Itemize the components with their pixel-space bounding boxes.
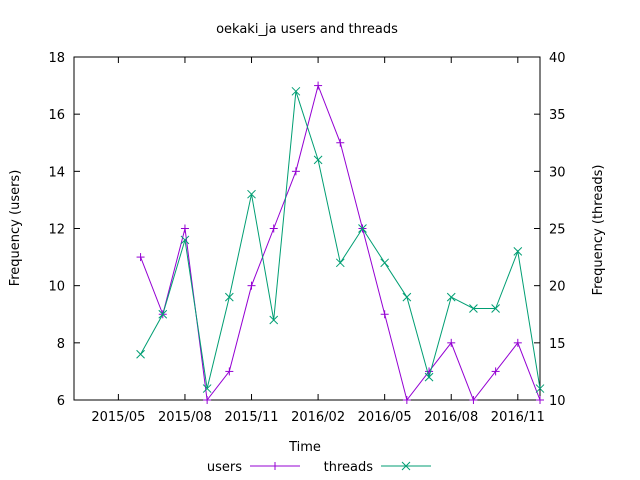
threads-point-d2 (402, 292, 412, 302)
x-tick-label: 2015/11 (225, 410, 279, 425)
threads-point (535, 384, 545, 393)
y-right-tick-label: 10 (549, 394, 566, 409)
y-right-tick-label: 30 (549, 165, 566, 180)
threads-point (224, 292, 234, 302)
threads-point-d2 (380, 258, 390, 268)
users-point (402, 396, 411, 404)
users-point (425, 367, 434, 376)
y-right-tick-label: 15 (549, 337, 566, 352)
threads-point-d2 (269, 315, 279, 325)
x-axis: 2015/05 2015/08 2015/11 2016/02 2016/05 2016/… (91, 57, 545, 425)
users-point (136, 253, 145, 262)
legend-marker-threads-d2 (401, 461, 411, 471)
users-point (447, 338, 456, 347)
threads-point-d2 (469, 304, 478, 313)
x-tick-label: 2016/05 (358, 410, 412, 425)
threads-point (469, 304, 478, 313)
y-axis-right-title: Frequency (threads) (591, 165, 606, 296)
users-point (225, 367, 234, 376)
y-left-tick-label: 10 (48, 280, 65, 295)
y-axis-left-title: Frequency (users) (8, 170, 23, 287)
users-point (291, 167, 300, 176)
x-tick-label: 2015/05 (91, 410, 145, 425)
threads-point (380, 258, 390, 268)
y-left-tick-label: 18 (48, 51, 65, 66)
users-point (247, 281, 256, 290)
threads-point (202, 384, 212, 393)
y-right-tick-label: 20 (549, 280, 566, 295)
legend-marker-threads (401, 461, 411, 471)
users-point (203, 396, 212, 404)
users-point (469, 396, 478, 404)
users-point (180, 224, 189, 233)
users-point (491, 367, 500, 376)
threads-point-d2 (202, 384, 212, 393)
threads-point-d2 (358, 224, 367, 233)
y-right-tick-label: 40 (549, 51, 566, 66)
threads-point-d2 (491, 304, 500, 313)
threads-point-d2 (424, 372, 434, 382)
x-tick-label: 2016/02 (291, 410, 345, 425)
y-left-tick-label: 8 (57, 337, 65, 352)
y-axis-right: 10 15 20 25 30 35 40 (534, 51, 566, 409)
y-left-tick-label: 6 (57, 394, 65, 409)
y-left-tick-label: 14 (48, 165, 65, 180)
threads-point-d2 (335, 258, 345, 268)
threads-point-d2 (136, 349, 145, 359)
y-left-tick-label: 12 (48, 223, 65, 238)
chart-title: oekaki_ja users and threads (216, 22, 398, 37)
threads-point-d2 (446, 292, 456, 302)
threads-point-d2 (291, 86, 301, 96)
x-axis-title: Time (288, 440, 321, 455)
threads-point-d2 (247, 189, 256, 199)
legend-label-users: users (207, 460, 242, 475)
users-point (269, 224, 278, 233)
users-point (336, 138, 345, 147)
series-layer (136, 81, 545, 404)
legend: users threads (207, 460, 431, 475)
threads-point-d2 (313, 155, 323, 165)
users-point (513, 338, 522, 347)
threads-point-d2 (535, 384, 545, 393)
threads-point (358, 224, 367, 233)
users-point (536, 396, 544, 404)
threads-point (491, 304, 500, 313)
threads-point (269, 315, 279, 325)
threads-point (513, 247, 523, 256)
threads-point (446, 292, 456, 302)
legend-label-threads: threads (324, 460, 374, 475)
x-tick-label: 2016/11 (491, 410, 545, 425)
threads-point (247, 189, 256, 199)
threads-point (136, 349, 145, 359)
x-tick-label: 2015/08 (158, 410, 212, 425)
threads-point-d2 (224, 292, 234, 302)
threads-point-d2 (180, 235, 190, 245)
threads-point (313, 155, 323, 165)
y-right-tick-label: 25 (549, 223, 566, 238)
threads-point (180, 235, 190, 245)
threads-point (402, 292, 412, 302)
threads-point-d2 (158, 309, 168, 319)
threads-point-d2 (513, 247, 523, 256)
threads-point (158, 309, 168, 319)
legend-marker-users (271, 462, 279, 470)
threads-point (291, 86, 301, 96)
users-point (314, 81, 323, 90)
threads-point (424, 372, 434, 382)
y-axis-left: 6 8 10 12 14 16 18 (48, 51, 80, 409)
users-point (380, 310, 389, 319)
y-left-tick-label: 16 (48, 108, 65, 123)
y-right-tick-label: 35 (549, 108, 566, 123)
x-tick-label: 2016/08 (424, 410, 478, 425)
threads-point (335, 258, 345, 268)
